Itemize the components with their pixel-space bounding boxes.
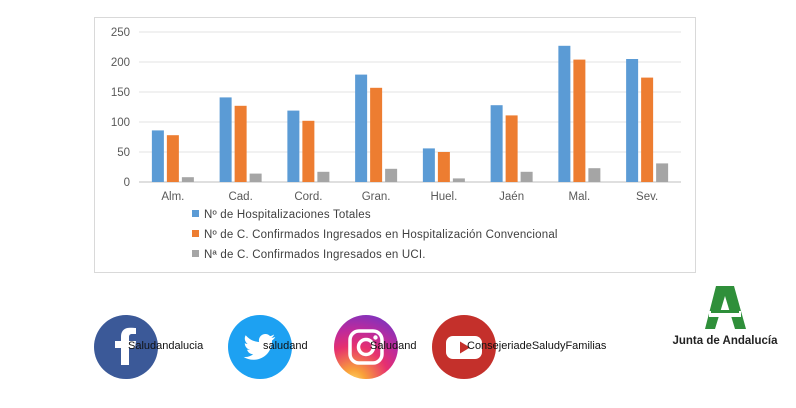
bar [151, 130, 164, 182]
youtube-play-icon [432, 315, 496, 379]
facebook-handle: Saludandalucia [128, 340, 204, 352]
twitter-handle: saludand [263, 340, 308, 352]
bar [626, 59, 639, 182]
bar [505, 115, 518, 182]
bar [385, 168, 398, 182]
facebook-icon [94, 315, 158, 379]
bar-chart: 0 50 100 150 200 250 Alm. Cad. Cord. Gran. Huel. Ja… [111, 27, 681, 261]
x-tick-label: Jaén [499, 191, 524, 203]
bar [219, 97, 232, 182]
youtube-handle: ConsejeriadeSaludyFamilias [467, 340, 607, 352]
x-tick-label: Mal. [569, 191, 591, 203]
legend-swatch [192, 210, 199, 217]
legend-label: Nª de C. Confirmados Ingresados en UCI. [204, 249, 426, 261]
bar [573, 59, 586, 182]
bar [422, 148, 435, 182]
x-tick-label: Gran. [362, 191, 391, 203]
bar [656, 163, 669, 182]
bar [287, 110, 300, 182]
bar [166, 135, 179, 182]
bar [355, 74, 368, 182]
bar [249, 173, 262, 182]
y-tick-label: 0 [124, 177, 130, 189]
bar [452, 178, 465, 182]
bar [641, 77, 654, 182]
x-tick-label: Alm. [161, 191, 184, 203]
legend-swatch [192, 230, 199, 237]
y-tick-label: 250 [111, 27, 130, 39]
legend-label: Nº de Hospitalizaciones Totales [204, 209, 371, 221]
bar [181, 177, 194, 182]
y-tick-label: 200 [111, 57, 130, 69]
bar [234, 105, 247, 182]
x-tick-label: Huel. [430, 191, 457, 203]
instagram-handle: Saludand [370, 340, 417, 352]
legend-label: Nº de C. Confirmados Ingresados en Hospi… [204, 229, 558, 241]
bar [588, 168, 601, 182]
instagram-icon [334, 315, 398, 379]
legend-swatch [192, 250, 199, 257]
bar [302, 120, 315, 182]
chart-container: 0 50 100 150 200 250 Alm. Cad. Cord. Gran. Huel. Ja… [94, 17, 696, 273]
y-tick-label: 150 [111, 87, 130, 99]
bar [558, 45, 571, 182]
bar [437, 152, 450, 182]
x-tick-label: Cad. [228, 191, 252, 203]
x-tick-label: Cord. [294, 191, 322, 203]
x-tick-label: Sev. [636, 191, 658, 203]
y-tick-label: 100 [111, 117, 130, 129]
bar [370, 87, 383, 182]
bar [317, 171, 330, 182]
junta-andalucia-logo: Junta de Andalucía [664, 283, 786, 355]
bar [520, 171, 533, 182]
y-tick-label: 50 [117, 147, 130, 159]
junta-logo-icon [705, 286, 746, 329]
bar [490, 105, 503, 182]
twitter-bird-icon [228, 315, 292, 379]
logo-text: Junta de Andalucía [672, 335, 778, 347]
